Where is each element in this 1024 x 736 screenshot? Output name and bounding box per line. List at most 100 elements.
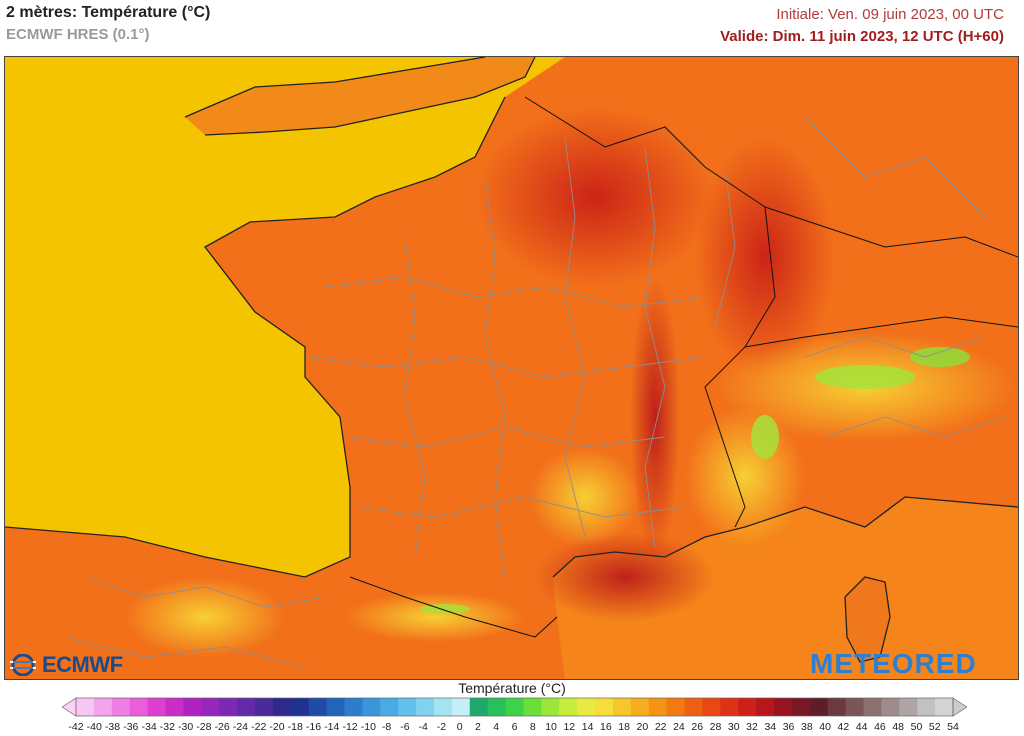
alps-south-cool — [685, 407, 805, 547]
legend-tick-label: 54 — [947, 721, 959, 733]
legend-under-arrow — [62, 697, 77, 717]
legend-tick-label: 36 — [782, 721, 795, 733]
hot-zone-rhine — [695, 137, 835, 377]
legend-swatch — [845, 698, 865, 716]
legend-tick-label: 48 — [892, 721, 905, 733]
legend-swatch — [541, 698, 560, 716]
legend-tick-label: -34 — [141, 721, 157, 733]
legend-swatch — [380, 698, 399, 716]
legend-tick-label: -30 — [178, 721, 194, 733]
legend-tick-label: 28 — [709, 721, 722, 733]
legend-tick-label: -24 — [232, 721, 249, 733]
legend-swatch — [738, 698, 757, 716]
legend-tick-label: 2 — [475, 721, 481, 733]
temperature-map[interactable] — [4, 56, 1019, 680]
legend-tick-label: 14 — [581, 721, 594, 733]
legend-swatch — [326, 698, 345, 716]
legend-swatch — [344, 698, 363, 716]
legend-swatch — [147, 698, 166, 716]
legend-color-bar — [62, 697, 967, 717]
legend-tick-label: 42 — [837, 721, 850, 733]
legend-swatch — [416, 698, 435, 716]
legend-tick-label: 20 — [636, 721, 649, 733]
legend-swatch — [398, 698, 417, 716]
legend-tick-label: -20 — [269, 721, 285, 733]
legend-tick-label: -36 — [123, 721, 139, 733]
legend-tick-label: 38 — [800, 721, 813, 733]
legend-swatch — [254, 698, 274, 716]
legend-tick-label: -40 — [86, 721, 102, 733]
legend-tick-label: -14 — [324, 721, 340, 733]
legend-swatch — [237, 698, 256, 716]
legend-tick-label: 6 — [511, 721, 518, 733]
admin-borders — [64, 116, 1006, 668]
legend-swatch — [272, 698, 292, 716]
legend-tick-label: -2 — [436, 721, 447, 733]
legend-tick-label: -28 — [196, 721, 212, 733]
legend-tick-label: -18 — [287, 721, 303, 733]
legend-swatch — [433, 698, 453, 716]
legend-tick-label: 46 — [874, 721, 886, 733]
run-info: Initiale: Ven. 09 juin 2023, 00 UTC Vali… — [720, 6, 1004, 45]
legend-title: Température (°C) — [458, 680, 566, 696]
legend-tick-label: 34 — [764, 721, 777, 733]
legend-swatch — [93, 698, 113, 716]
legend-swatch — [720, 698, 739, 716]
legend-swatch — [201, 698, 220, 716]
legend-tick-label: 18 — [618, 721, 630, 733]
legend-tick-label: -8 — [381, 721, 392, 733]
legend-tick-label: -22 — [251, 721, 267, 733]
legend-tick-label: 8 — [529, 721, 536, 733]
legend-swatch — [935, 698, 954, 716]
legend-swatch — [469, 698, 489, 716]
legend-border — [75, 697, 954, 717]
legend-tick-label: 4 — [493, 721, 500, 733]
pyrenees-cool — [345, 592, 525, 642]
legend-swatch — [523, 698, 542, 716]
legend-tick-label: -16 — [305, 721, 322, 733]
legend-swatch — [881, 698, 900, 716]
ecmwf-logo: ECMWF — [8, 652, 123, 678]
legend-tick-label: -26 — [214, 721, 230, 733]
corsica-land — [845, 577, 890, 662]
legend-swatch — [666, 698, 686, 716]
legend-tick-label: -4 — [418, 721, 428, 733]
legend-swatch — [165, 698, 184, 716]
legend-tick-label: -42 — [68, 721, 84, 733]
legend-tick-label: 12 — [563, 721, 576, 733]
legend-tick-label: -10 — [360, 721, 376, 733]
map-title: 2 mètres: Température (°C) — [6, 4, 211, 21]
spain-north-cool — [125, 577, 285, 657]
legend-tick-label: 30 — [727, 721, 740, 733]
legend-swatch — [183, 698, 202, 716]
legend-swatch — [702, 698, 721, 716]
alps-peaks-cold — [815, 365, 915, 389]
valid-time: Valide: Dim. 11 juin 2023, 12 UTC (H+60) — [720, 28, 1004, 45]
hot-zone-rhone-valley — [630, 277, 680, 557]
title-block: 2 mètres: Température (°C) ECMWF HRES (0… — [6, 4, 210, 43]
legend-swatch — [630, 698, 650, 716]
legend-tick-label: -38 — [104, 721, 121, 733]
legend-swatch — [863, 698, 882, 716]
ecmwf-mark-icon — [10, 654, 36, 676]
legend-swatch — [612, 698, 632, 716]
legend-swatch — [505, 698, 524, 716]
ecmwf-logo-text: ECMWF — [42, 652, 123, 677]
legend-swatch — [111, 698, 131, 716]
coastlines — [5, 57, 1018, 663]
legend-swatch — [308, 698, 328, 716]
legend-swatch — [774, 698, 793, 716]
legend-swatch — [577, 698, 596, 716]
legend-swatch — [76, 698, 95, 716]
legend-swatch — [648, 698, 668, 716]
map-canvas — [5, 57, 1018, 679]
legend-tick-label: 24 — [673, 721, 685, 733]
legend-swatch — [595, 698, 614, 716]
legend-tick-label: 44 — [855, 721, 868, 733]
legend-swatch — [684, 698, 703, 716]
legend-tick-labels: -42 -40 -38 -36 -34 -32 -30 -28 -26 -24 -22 -20 -18-… — [62, 721, 967, 735]
legend-over-arrow — [952, 697, 967, 717]
legend-tick-label: -6 — [400, 721, 410, 733]
alps-peaks-cold-west — [751, 415, 779, 459]
legend-swatch — [809, 698, 829, 716]
